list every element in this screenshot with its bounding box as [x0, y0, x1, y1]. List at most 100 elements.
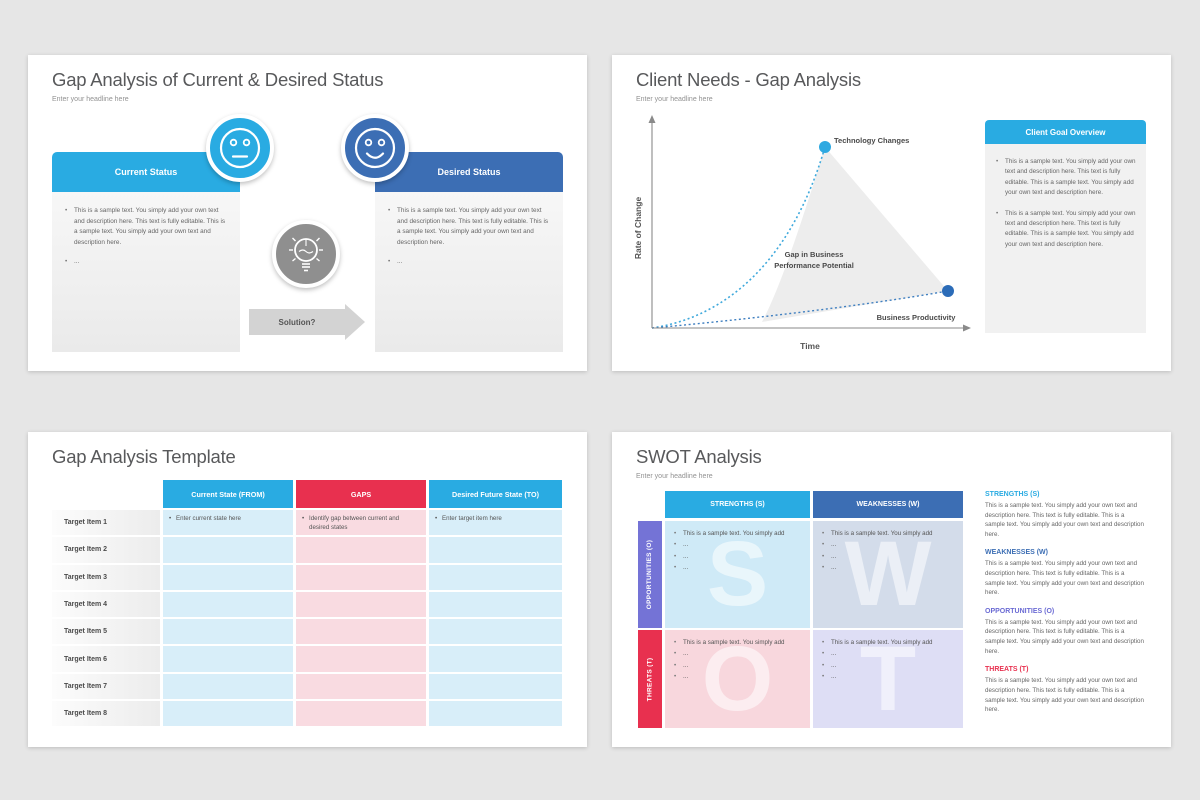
client-goal-panel: Client Goal Overview This is a sample te…: [985, 120, 1146, 333]
happy-face-icon: [341, 114, 409, 182]
row-label: Target Item 7: [52, 673, 160, 700]
solution-label: Solution?: [278, 317, 316, 327]
column-header-gaps: GAPS: [296, 480, 426, 508]
gap-label-line1: Gap in Business: [785, 250, 844, 259]
threats-row-header: THREATS (T): [638, 630, 662, 728]
opportunities-row-header: OPPORTUNITIES (O): [638, 521, 662, 628]
neutral-face-icon: [206, 114, 274, 182]
bullet-text: This is a sample text. You simply add yo…: [387, 206, 551, 248]
bullet-text: ...: [821, 563, 955, 573]
technology-point: [819, 141, 831, 153]
row-label: Target Item 8: [52, 701, 160, 727]
legend-heading: THREATS (T): [985, 666, 1029, 674]
slide-client-needs-gap[interactable]: Client Needs - Gap Analysis Enter your h…: [612, 55, 1171, 371]
current-status-body: This is a sample text. You simply add yo…: [52, 192, 240, 352]
table-cell: [163, 591, 293, 618]
legend-heading: STRENGTHS (S): [985, 491, 1040, 498]
slide-swot-analysis[interactable]: SWOT Analysis Enter your headline here S…: [612, 432, 1171, 747]
gap-label-line2: Performance Potential: [774, 261, 854, 270]
slide-gap-analysis-template[interactable]: Gap Analysis Template Current State (FRO…: [28, 432, 587, 747]
bullet-text: ...: [673, 672, 802, 682]
slide-title: Gap Analysis of Current & Desired Status: [52, 69, 384, 90]
slide-title: Client Needs - Gap Analysis: [636, 69, 861, 90]
slide-subtitle: Enter your headline here: [636, 96, 713, 103]
strengths-column-header: STRENGTHS (S): [665, 491, 810, 518]
legend-heading: WEAKNESSES (W): [985, 549, 1048, 557]
table-cell: Identify gap between current and desired…: [296, 510, 426, 536]
slide-title: Gap Analysis Template: [52, 446, 236, 467]
gap-chart: Technology Changes Business Productivity…: [633, 115, 971, 351]
weaknesses-quadrant: W This is a sample text. You simply add …: [813, 521, 963, 628]
table-cell: [429, 537, 562, 563]
table-cell: [296, 537, 426, 563]
legend-text: This is a sample text. You simply add yo…: [985, 618, 1144, 655]
solution-arrow-head: [345, 304, 365, 340]
bullet-text: This is a sample text. You simply add yo…: [64, 206, 228, 248]
table-cell: Enter current state here: [163, 510, 293, 536]
bullet-text: ...: [821, 540, 955, 550]
row-label: Target Item 6: [52, 646, 160, 672]
bullet-text: This is a sample text. You simply add: [673, 529, 802, 539]
productivity-point: [942, 285, 954, 297]
column-header-current-state: Current State (FROM): [163, 480, 293, 508]
lightbulb-icon: [272, 220, 340, 288]
slide-gap-analysis-status[interactable]: Gap Analysis of Current & Desired Status…: [28, 55, 587, 371]
table-cell: [163, 701, 293, 727]
bullet-text: ...: [821, 661, 955, 671]
table-cell: [163, 619, 293, 645]
current-status-panel: Current Status This is a sample text. Yo…: [52, 152, 240, 352]
bullet-text: This is a sample text. You simply add: [673, 638, 802, 648]
technology-label: Technology Changes: [834, 136, 909, 145]
table-cell: [163, 537, 293, 563]
bullet-text: ...: [673, 649, 802, 659]
bullet-text: ...: [821, 672, 955, 682]
table-cell: [296, 564, 426, 590]
legend-text: This is a sample text. You simply add yo…: [985, 560, 1144, 597]
table-cell: [163, 673, 293, 700]
technology-curve: [651, 146, 826, 329]
table-cell: [163, 646, 293, 672]
table-cell: [296, 701, 426, 727]
table-cell: [429, 701, 562, 727]
table-cell: [163, 564, 293, 590]
table-cell: [296, 619, 426, 645]
column-header-desired-state: Desired Future State (TO): [429, 480, 562, 508]
slide-title: SWOT Analysis: [636, 446, 762, 467]
client-goal-body: This is a sample text. You simply add yo…: [985, 144, 1146, 333]
bullet-text: ...: [673, 552, 802, 562]
client-goal-header: Client Goal Overview: [985, 120, 1146, 144]
bullet-text: ...: [387, 257, 551, 268]
row-label: Target Item 4: [52, 591, 160, 618]
quadrant-list: This is a sample text. You simply add ..…: [813, 630, 963, 681]
legend-text: This is a sample text. You simply add yo…: [985, 502, 1144, 538]
bullet-text: This is a sample text. You simply add yo…: [995, 157, 1136, 199]
bullet-text: This is a sample text. You simply add: [821, 529, 955, 539]
table-cell: [296, 646, 426, 672]
quadrant-list: This is a sample text. You simply add ..…: [665, 630, 810, 681]
gap-analysis-table: Current State (FROM) GAPS Desired Future…: [52, 480, 562, 727]
table-cell: [296, 673, 426, 700]
legend-text: This is a sample text. You simply add yo…: [985, 677, 1144, 714]
weaknesses-column-header: WEAKNESSES (W): [813, 491, 963, 518]
quadrant-list: This is a sample text. You simply add ..…: [813, 521, 963, 572]
x-axis-arrow: [963, 324, 971, 332]
legend-opportunities: OPPORTUNITIES (O) This is a sample text.…: [985, 608, 1146, 656]
table-cell: Enter target item here: [429, 510, 562, 536]
desired-status-panel: Desired Status This is a sample text. Yo…: [375, 152, 563, 352]
productivity-label: Business Productivity: [877, 313, 957, 322]
opportunities-row-label: OPPORTUNITIES (O): [646, 539, 654, 610]
strengths-quadrant: S This is a sample text. You simply add …: [665, 521, 810, 628]
bullet-text: This is a sample text. You simply add: [821, 638, 955, 648]
table-cell: [429, 564, 562, 590]
legend-heading: OPPORTUNITIES (O): [985, 607, 1055, 615]
table-cell: [296, 591, 426, 618]
bullet-text: This is a sample text. You simply add yo…: [995, 209, 1136, 251]
desired-status-body: This is a sample text. You simply add yo…: [375, 192, 563, 352]
threats-quadrant: T This is a sample text. You simply add …: [813, 630, 963, 728]
bullet-text: ...: [821, 649, 955, 659]
table-cell: [429, 646, 562, 672]
solution-arrow: Solution?: [249, 309, 345, 335]
y-axis-arrow: [648, 115, 656, 123]
cell-note: Enter target item here: [429, 510, 562, 524]
bullet-text: ...: [673, 540, 802, 550]
